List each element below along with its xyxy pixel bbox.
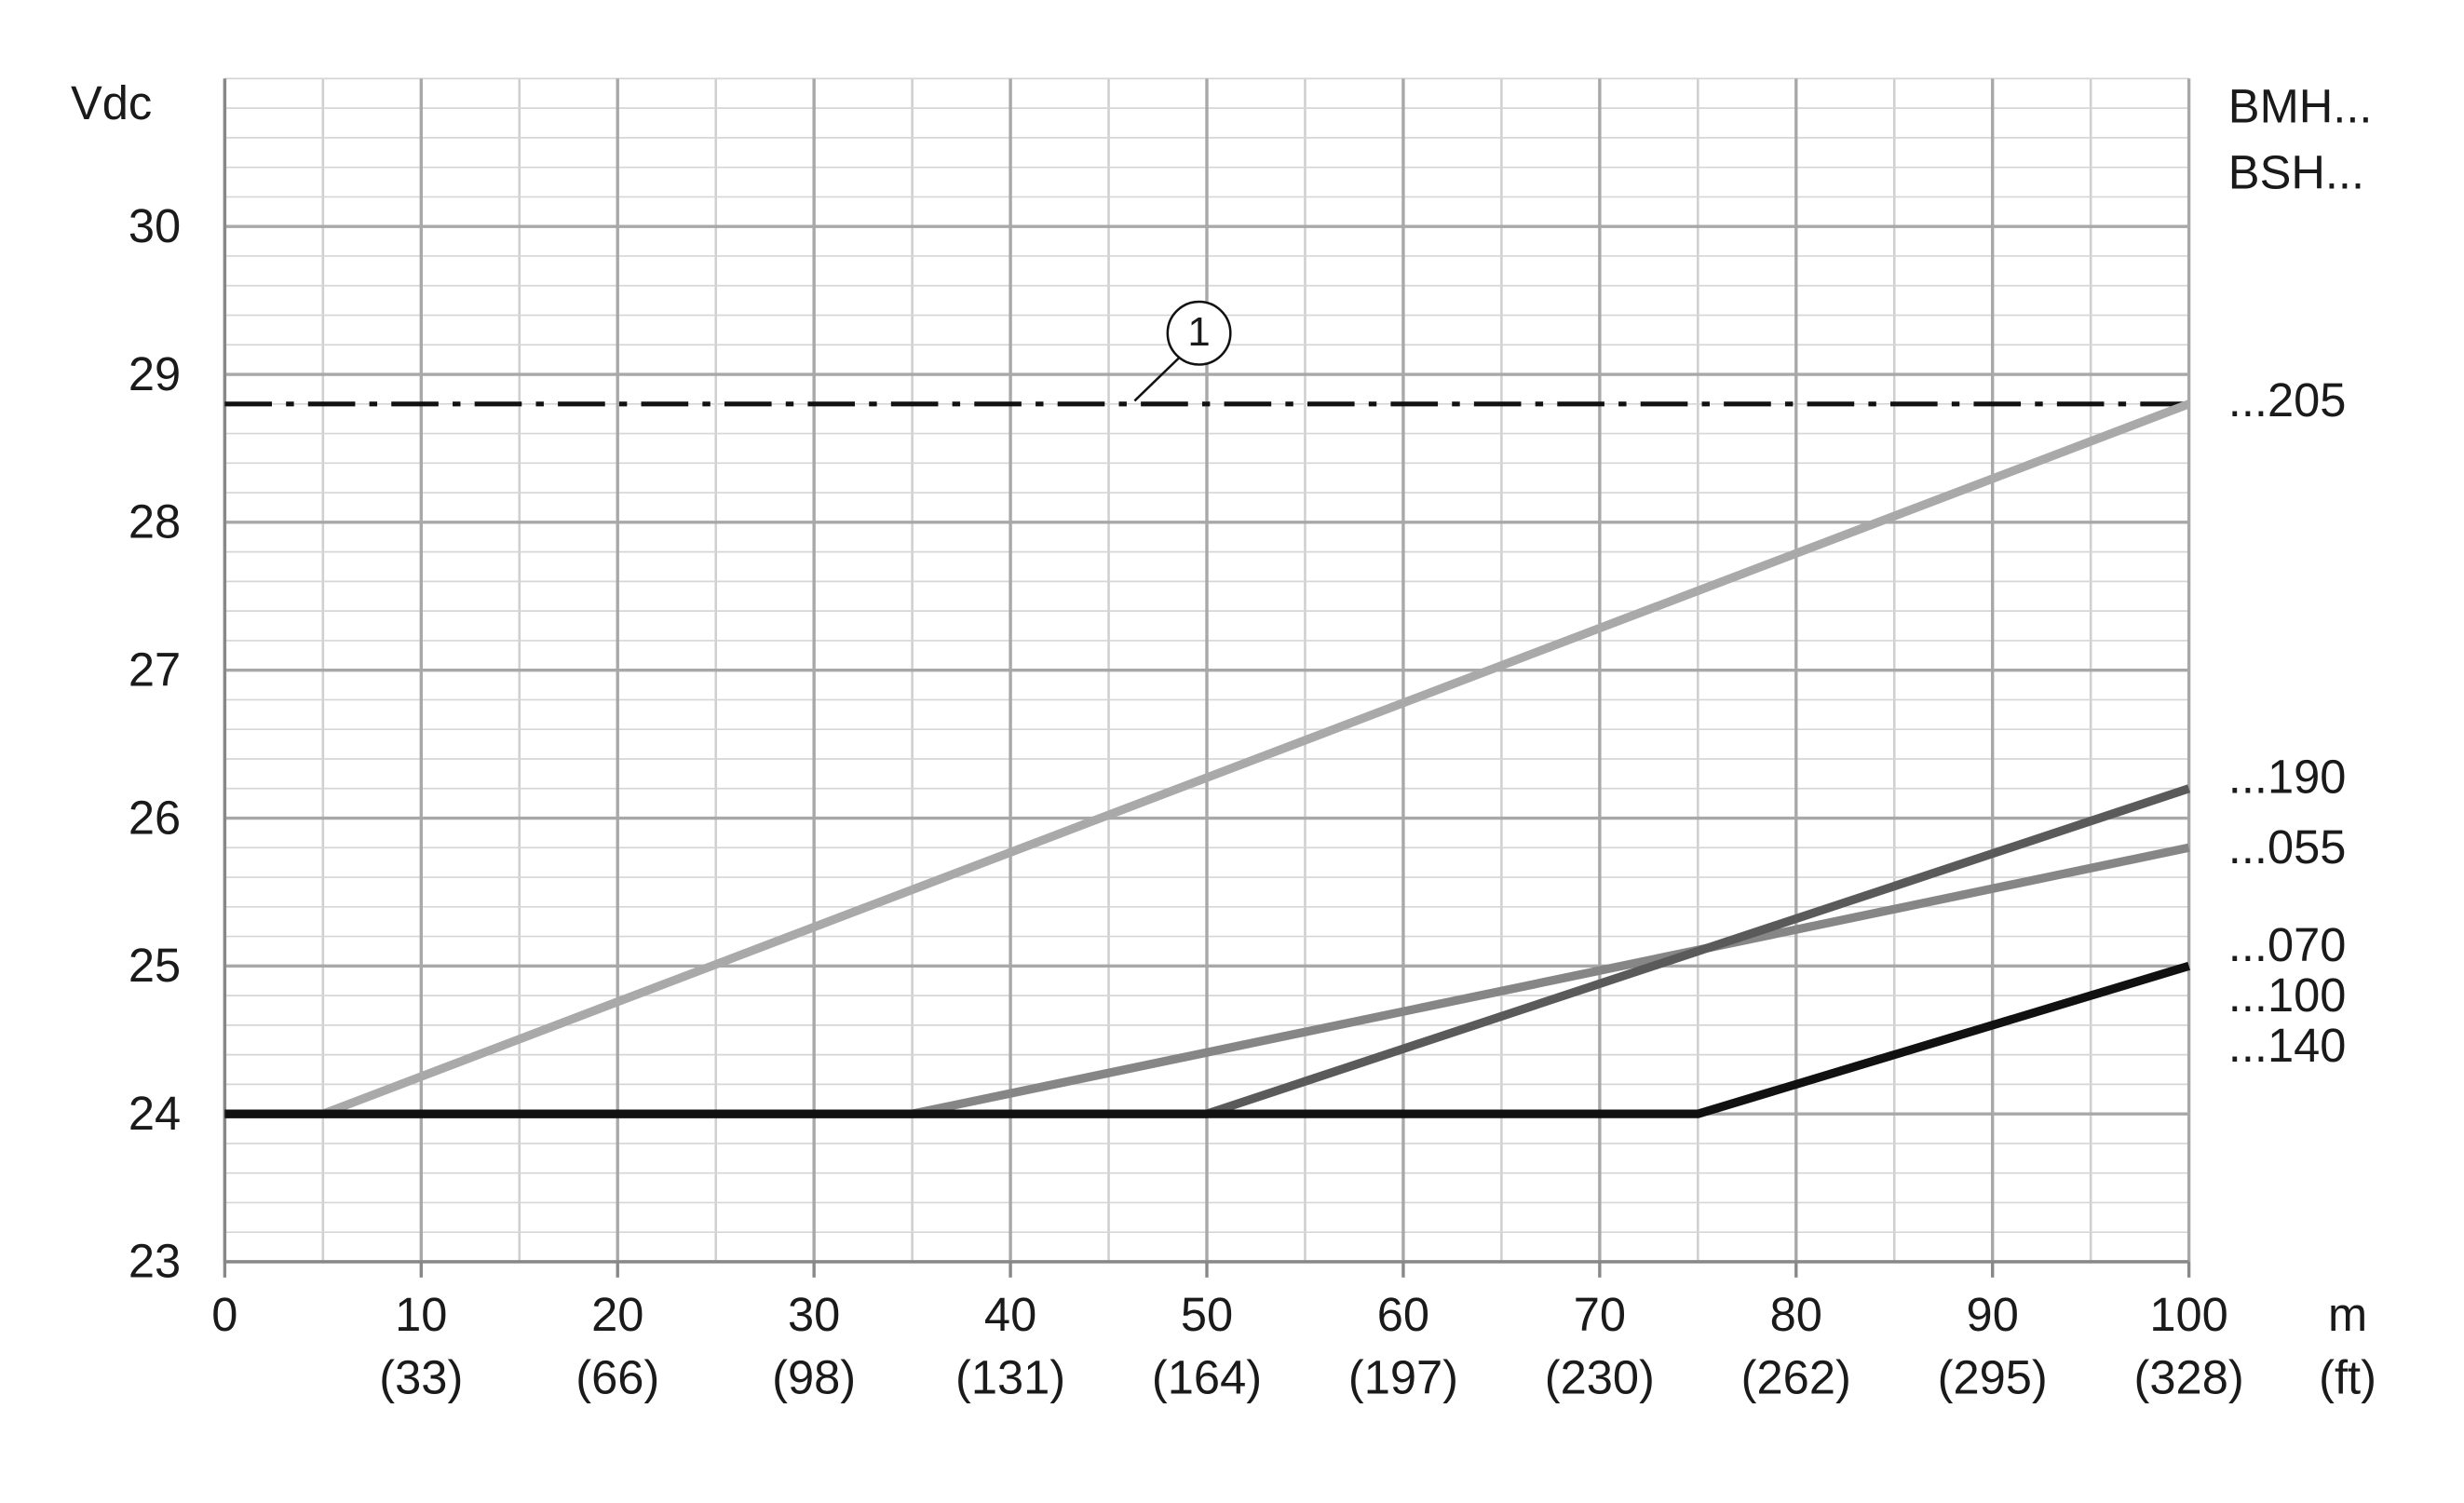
series-label: ...140 bbox=[2228, 1019, 2347, 1072]
series-label: ...070 bbox=[2228, 918, 2347, 971]
x-tick-label-secondary: (66) bbox=[575, 1351, 659, 1404]
x-tick-label-secondary: (98) bbox=[772, 1351, 856, 1404]
x-tick-label: 50 bbox=[1181, 1288, 1233, 1341]
x-tick-label-secondary: (328) bbox=[2134, 1351, 2244, 1404]
callout-leader bbox=[1133, 357, 1180, 402]
y-tick-label: 27 bbox=[129, 643, 181, 696]
series-label: ...100 bbox=[2228, 968, 2347, 1022]
x-tick-label: 100 bbox=[2149, 1288, 2227, 1341]
x-tick-label: 80 bbox=[1770, 1288, 1822, 1341]
right-header: BSH... bbox=[2228, 145, 2364, 198]
series-label: ...055 bbox=[2228, 820, 2347, 873]
series-line bbox=[224, 961, 2190, 1118]
y-tick-label: 23 bbox=[129, 1235, 181, 1288]
x-unit-secondary: (ft) bbox=[2319, 1351, 2376, 1404]
x-tick-label-secondary: (295) bbox=[1938, 1351, 2048, 1404]
y-tick-label: 30 bbox=[129, 199, 181, 252]
x-unit: m bbox=[2328, 1288, 2367, 1341]
x-tick-label: 30 bbox=[788, 1288, 840, 1341]
y-tick-label: 25 bbox=[129, 939, 181, 992]
x-tick-label-secondary: (33) bbox=[379, 1351, 463, 1404]
x-tick-label-secondary: (131) bbox=[955, 1351, 1065, 1404]
x-tick-label-secondary: (197) bbox=[1348, 1351, 1458, 1404]
series-label: ...190 bbox=[2228, 751, 2347, 804]
y-tick-label: 28 bbox=[129, 495, 181, 548]
x-tick-label: 60 bbox=[1377, 1288, 1429, 1341]
x-tick-label: 90 bbox=[1967, 1288, 2019, 1341]
x-tick-label: 10 bbox=[395, 1288, 447, 1341]
y-tick-label: 29 bbox=[129, 347, 181, 400]
callout-label: 1 bbox=[1187, 309, 1210, 355]
y-tick-label: 26 bbox=[129, 791, 181, 844]
y-tick-label: 24 bbox=[129, 1087, 181, 1140]
right-header: BMH... bbox=[2228, 79, 2373, 132]
x-tick-label: 40 bbox=[984, 1288, 1036, 1341]
x-tick-label: 0 bbox=[211, 1288, 237, 1341]
x-tick-label-secondary: (164) bbox=[1152, 1351, 1262, 1404]
y-axis-label: Vdc bbox=[71, 76, 152, 129]
x-tick-label: 20 bbox=[591, 1288, 643, 1341]
series-label: ...205 bbox=[2228, 373, 2347, 427]
x-tick-label-secondary: (262) bbox=[1741, 1351, 1851, 1404]
x-tick-label-secondary: (230) bbox=[1545, 1351, 1655, 1404]
x-tick-label: 70 bbox=[1574, 1288, 1626, 1341]
callout-circle bbox=[1166, 300, 1232, 366]
